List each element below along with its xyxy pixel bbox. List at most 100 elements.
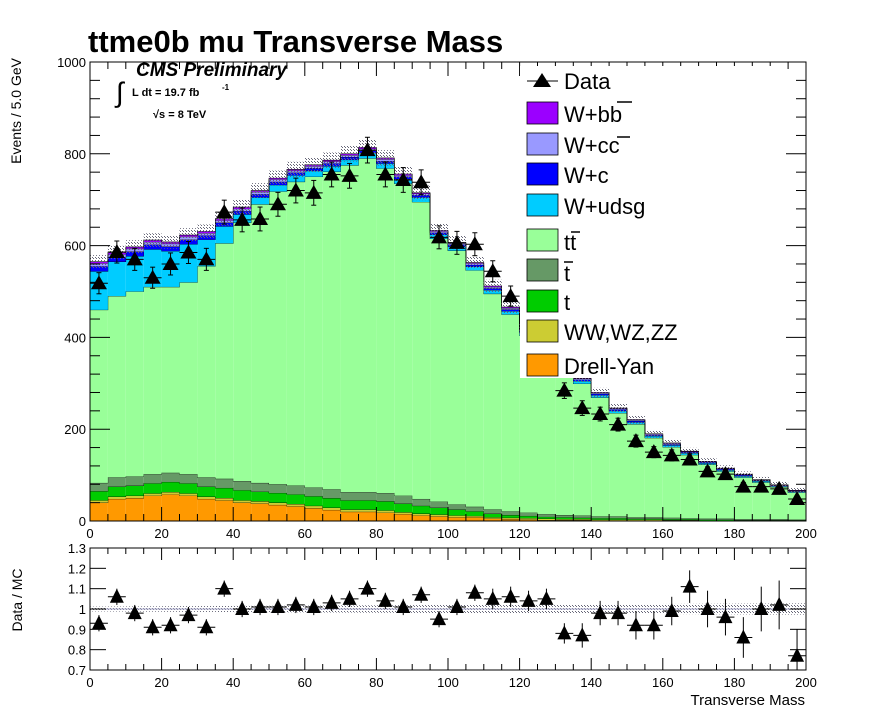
- mc-error-band-4: [161, 235, 180, 249]
- mc-error-band-32: [662, 439, 681, 447]
- ratio-xtick-label-9: 180: [724, 675, 746, 690]
- data-point-36: [735, 478, 752, 493]
- stack-bar-0-10: [269, 504, 287, 521]
- legend-swatch-wcc: [526, 132, 559, 156]
- stack-bar-5-14: [340, 159, 359, 166]
- stack-bar-1-24: [519, 518, 538, 520]
- ratio-ytick-label-6: 1.3: [68, 541, 86, 556]
- stack-bar-3-11: [286, 485, 305, 495]
- stack-bar-4-6: [197, 266, 216, 478]
- stack-bar-1-22: [483, 517, 502, 519]
- stack-bar-3-8: [233, 481, 252, 491]
- stack-bar-0-24: [519, 519, 538, 521]
- ratio-point-6: [199, 619, 214, 634]
- stack-bar-1-27: [573, 519, 592, 521]
- main-ytick-label-3: 600: [64, 239, 86, 254]
- stack-bar-4-10: [269, 191, 287, 485]
- legend-label-data: Data: [564, 69, 611, 94]
- stack-bar-6-3: [143, 244, 162, 250]
- ratio-axis-ticks: 0 20 40 60 80 100 120 140 160 180 200 0.7 0.8 0.9 1 1.1…: [68, 541, 817, 690]
- mc-error-band-39: [788, 487, 806, 494]
- stack-bar-2-28: [591, 518, 610, 520]
- stack-bar-4-28: [591, 397, 610, 517]
- stack-bar-4-4: [161, 286, 180, 473]
- stack-bar-1-29: [609, 519, 627, 521]
- ratio-point-33: [682, 578, 697, 593]
- legend-entry-ttbar: tt: [526, 228, 580, 255]
- stack-bar-3-21: [465, 506, 484, 512]
- ratio-point-39: [790, 647, 805, 662]
- ratio-point-25: [539, 590, 554, 605]
- ratio-point-11: [288, 596, 303, 611]
- legend-swatch-wudsg: [526, 193, 559, 217]
- stack-bar-4-18: [412, 201, 431, 499]
- lumi-label: L dt = 19.7 fb: [132, 87, 200, 99]
- stack-bar-0-8: [233, 502, 252, 521]
- stack-bar-0-12: [304, 508, 323, 521]
- ratio-xtick-label-3: 60: [298, 675, 312, 690]
- data-point-22: [484, 263, 501, 278]
- mc-error-band-14: [340, 146, 359, 162]
- data-point-26: [556, 382, 573, 397]
- stack-bar-0-15: [358, 511, 377, 521]
- legend-label-wcc: W+cc: [564, 133, 620, 158]
- stack-bar-3-37: [752, 519, 771, 521]
- legend-entry-drellyan: Drell-Yan: [526, 353, 654, 379]
- data-point-16: [377, 166, 394, 181]
- ratio-point-10: [270, 598, 285, 613]
- stack-bar-0-2: [125, 498, 144, 521]
- data-point-34: [699, 463, 716, 478]
- stack-bar-1-7: [215, 498, 234, 501]
- main-xtick-label-1: 20: [154, 526, 168, 541]
- stack-bar-3-34: [698, 518, 717, 520]
- legend-label-t: t: [564, 290, 570, 315]
- ratio-point-31: [646, 617, 661, 632]
- data-point-17: [395, 171, 412, 186]
- stack-bar-2-35: [716, 519, 735, 521]
- stack-bar-1-6: [197, 496, 216, 499]
- data-marker-icon: [533, 73, 551, 87]
- stack-bar-2-14: [340, 500, 359, 510]
- legend-background: [520, 66, 780, 378]
- stack-bar-4-29: [609, 413, 627, 517]
- main-axis-ticks: 0 20 40 60 80 100 120 140 160 180 200 0 200 400 600 800…: [57, 55, 817, 541]
- legend-swatch-drellyan: [526, 353, 559, 377]
- ratio-point-17: [396, 598, 411, 613]
- stack-bar-4-32: [662, 447, 681, 518]
- stack-bar-2-18: [412, 505, 431, 514]
- stack-bar-3-13: [322, 489, 341, 499]
- legend-entry-wc: W+c: [526, 162, 609, 188]
- ratio-ytick-label-2: 0.9: [68, 622, 86, 637]
- stack-bar-3-38: [770, 519, 789, 521]
- stack-bar-4-27: [573, 383, 592, 516]
- data-point-37: [753, 478, 770, 493]
- lumi-superscript: -1: [222, 83, 230, 92]
- ratio-ytick-label-5: 1.2: [68, 561, 86, 576]
- data-point-23: [502, 288, 519, 303]
- stack-bar-3-18: [412, 498, 431, 506]
- data-point-31: [645, 444, 662, 459]
- legend-label-wc: W+c: [564, 163, 609, 188]
- ratio-xtick-label-2: 40: [226, 675, 240, 690]
- stack-bar-2-5: [179, 483, 198, 494]
- legend-swatch-wbb: [526, 101, 559, 125]
- ratio-point-27: [575, 627, 590, 642]
- mc-error-band-21: [465, 256, 484, 270]
- stack-bar-4-5: [179, 282, 198, 475]
- stack-bar-2-25: [537, 516, 556, 519]
- data-point-3: [144, 269, 161, 284]
- ratio-xtick-label-0: 0: [86, 675, 93, 690]
- stack-bar-0-0: [90, 502, 108, 521]
- ratio-point-12: [306, 598, 321, 613]
- stack-bar-2-13: [322, 498, 341, 508]
- x-axis-label: Transverse Mass: [691, 692, 805, 709]
- stack-bar-3-16: [376, 493, 395, 502]
- main-ytick-label-5: 1000: [57, 55, 86, 70]
- mc-error-band-23: [501, 301, 520, 314]
- stack-bar-4-30: [627, 424, 645, 518]
- ratio-point-32: [664, 603, 679, 618]
- mc-error-band-22: [483, 279, 502, 293]
- stack-bar-0-20: [448, 517, 466, 521]
- data-point-29: [610, 416, 627, 431]
- data-point-7: [216, 204, 233, 219]
